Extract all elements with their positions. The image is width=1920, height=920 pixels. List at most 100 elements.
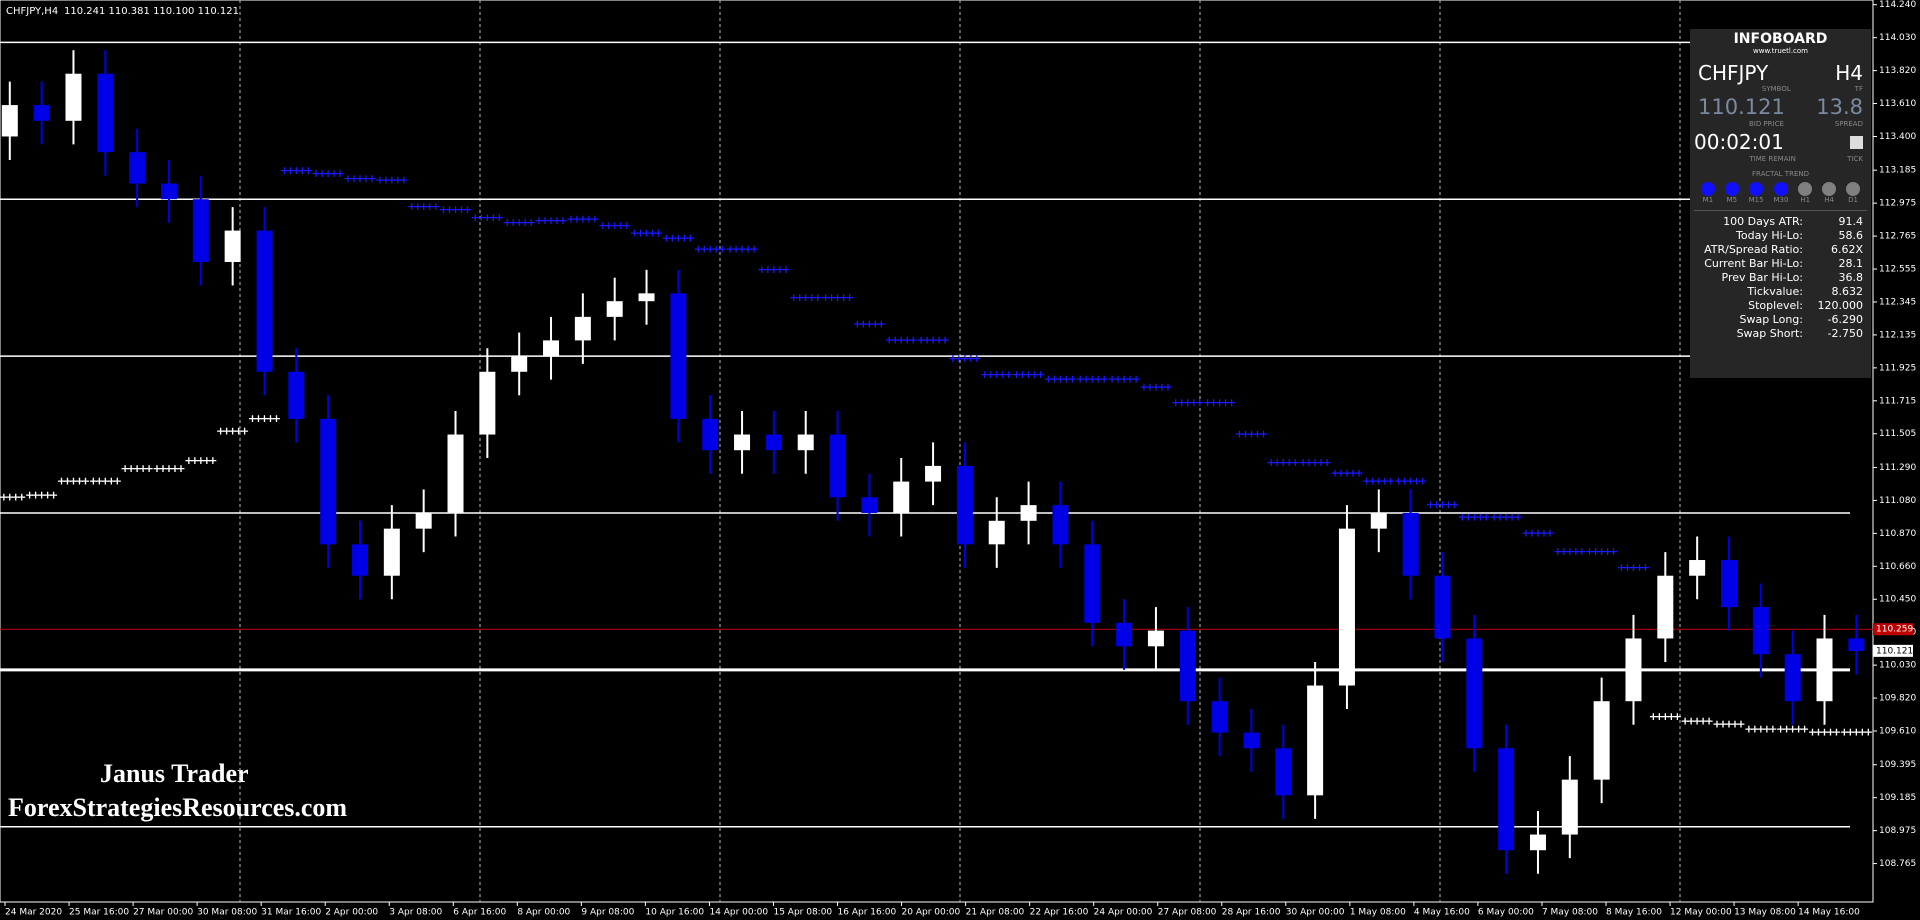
trend-dot (1700, 182, 1715, 196)
stop-mark: + (1139, 380, 1148, 393)
stop-mark: + (928, 333, 937, 346)
x-tick-label: 20 Apr 00:00 (902, 908, 961, 918)
stop-mark: + (636, 227, 645, 240)
stop-mark: + (1088, 373, 1097, 386)
stop-mark: + (25, 489, 34, 502)
y-tick-label: 113.185 (1879, 166, 1916, 176)
stop-mark: + (49, 489, 58, 502)
candle-body (574, 316, 591, 341)
stop-mark: + (801, 291, 810, 304)
stop-mark: + (170, 462, 179, 475)
y-tick-label: 111.925 (1879, 363, 1916, 373)
x-tick-label: 30 Mar 08:00 (197, 908, 257, 918)
stop-mark: + (1323, 456, 1332, 469)
candle-body (415, 512, 432, 529)
stop-mark: + (972, 352, 981, 365)
ib-row: Prev Bar Hi-Lo: 36.8 (1690, 271, 1871, 285)
stop-mark: + (1762, 722, 1771, 735)
ib-label: BID PRICE (1748, 120, 1784, 128)
trend-tf: M30 (1773, 196, 1789, 204)
stop-mark: + (1724, 718, 1733, 731)
stop-mark: + (1681, 715, 1690, 728)
candle-body (1370, 512, 1387, 529)
stop-mark: + (196, 454, 205, 467)
stop-mark: + (948, 352, 957, 365)
stop-mark: + (1259, 428, 1268, 441)
stop-mark: + (240, 424, 249, 437)
stop-mark: + (1553, 545, 1562, 558)
stop-mark: + (1317, 456, 1326, 469)
stop-mark: + (1056, 373, 1065, 386)
stop-mark: + (731, 242, 740, 255)
x-tick-label: 22 Apr 16:00 (1030, 908, 1089, 918)
stop-mark: + (387, 173, 396, 186)
stop-mark: + (0, 490, 8, 503)
ib-bid: 110.121 (1698, 95, 1785, 119)
stop-mark: + (1235, 428, 1244, 441)
stop-mark: + (1177, 396, 1186, 409)
ib-label: TIME REMAIN (1749, 155, 1796, 163)
x-tick-label: 2 Apr 00:00 (325, 908, 378, 918)
stop-mark: + (1044, 373, 1053, 386)
candle-body (65, 73, 82, 121)
stop-mark: + (1577, 545, 1586, 558)
stop-mark: + (1094, 373, 1103, 386)
stop-mark: + (1814, 726, 1823, 739)
stop-mark: + (1565, 545, 1574, 558)
trend-dot (1724, 182, 1739, 196)
stop-mark: + (1444, 498, 1453, 511)
candle-body (1816, 638, 1833, 702)
stop-mark: + (1291, 456, 1300, 469)
bid-label-box (1873, 623, 1913, 636)
stop-mark: + (1209, 396, 1218, 409)
stop-mark: + (845, 291, 854, 304)
stop-mark: + (1082, 373, 1091, 386)
stop-mark: + (749, 242, 758, 255)
trend-item: M5 (1724, 182, 1739, 204)
candle-body (511, 356, 528, 372)
ib-row-value: 6.62X (1830, 243, 1863, 256)
stop-mark: + (1195, 396, 1204, 409)
stop-mark: + (1756, 722, 1765, 735)
candle-body (1243, 732, 1260, 749)
stop-mark: + (483, 211, 492, 224)
stop-mark: + (509, 216, 518, 229)
x-tick-label: 1 May 08:00 (1350, 908, 1406, 918)
y-tick-label: 112.975 (1879, 199, 1916, 209)
ib-row-value: 120.000 (1817, 299, 1864, 312)
y-tick-label: 114.030 (1879, 33, 1916, 43)
stop-mark: + (909, 333, 918, 346)
stop-mark: + (361, 172, 370, 185)
stop-mark: + (1438, 498, 1447, 511)
x-tick-label: 8 May 16:00 (1606, 908, 1662, 918)
stop-mark: + (1336, 467, 1345, 480)
x-tick-label: 27 Apr 08:00 (1158, 908, 1217, 918)
stop-mark: + (489, 211, 498, 224)
stop-mark: + (375, 173, 384, 186)
stop-mark: + (757, 263, 766, 276)
stop-mark: + (1782, 722, 1791, 735)
ib-row-label: Current Bar Hi-Lo: (1704, 257, 1803, 270)
stop-mark: + (1203, 396, 1212, 409)
ib-label: TF (1854, 85, 1863, 93)
x-tick-label: 4 May 16:00 (1414, 908, 1470, 918)
stop-mark: + (897, 333, 906, 346)
stop-mark: + (853, 318, 862, 331)
stop-mark: + (324, 167, 333, 180)
stop-mark: + (1635, 561, 1644, 574)
y-tick-label: 113.820 (1879, 66, 1916, 76)
stop-mark: + (145, 462, 154, 475)
stop-mark: + (1539, 526, 1548, 539)
stop-mark: + (540, 214, 549, 227)
stop-mark: + (439, 203, 448, 216)
stop-mark: + (1354, 467, 1363, 480)
ib-row: Tickvalue: 8.632 (1690, 285, 1871, 299)
y-tick-label: 113.610 (1879, 99, 1916, 109)
candle-body (1529, 834, 1546, 851)
trend-tf: M5 (1726, 196, 1738, 204)
candle-body (925, 465, 942, 482)
stop-mark: + (5, 490, 14, 503)
stop-mark: + (393, 173, 402, 186)
